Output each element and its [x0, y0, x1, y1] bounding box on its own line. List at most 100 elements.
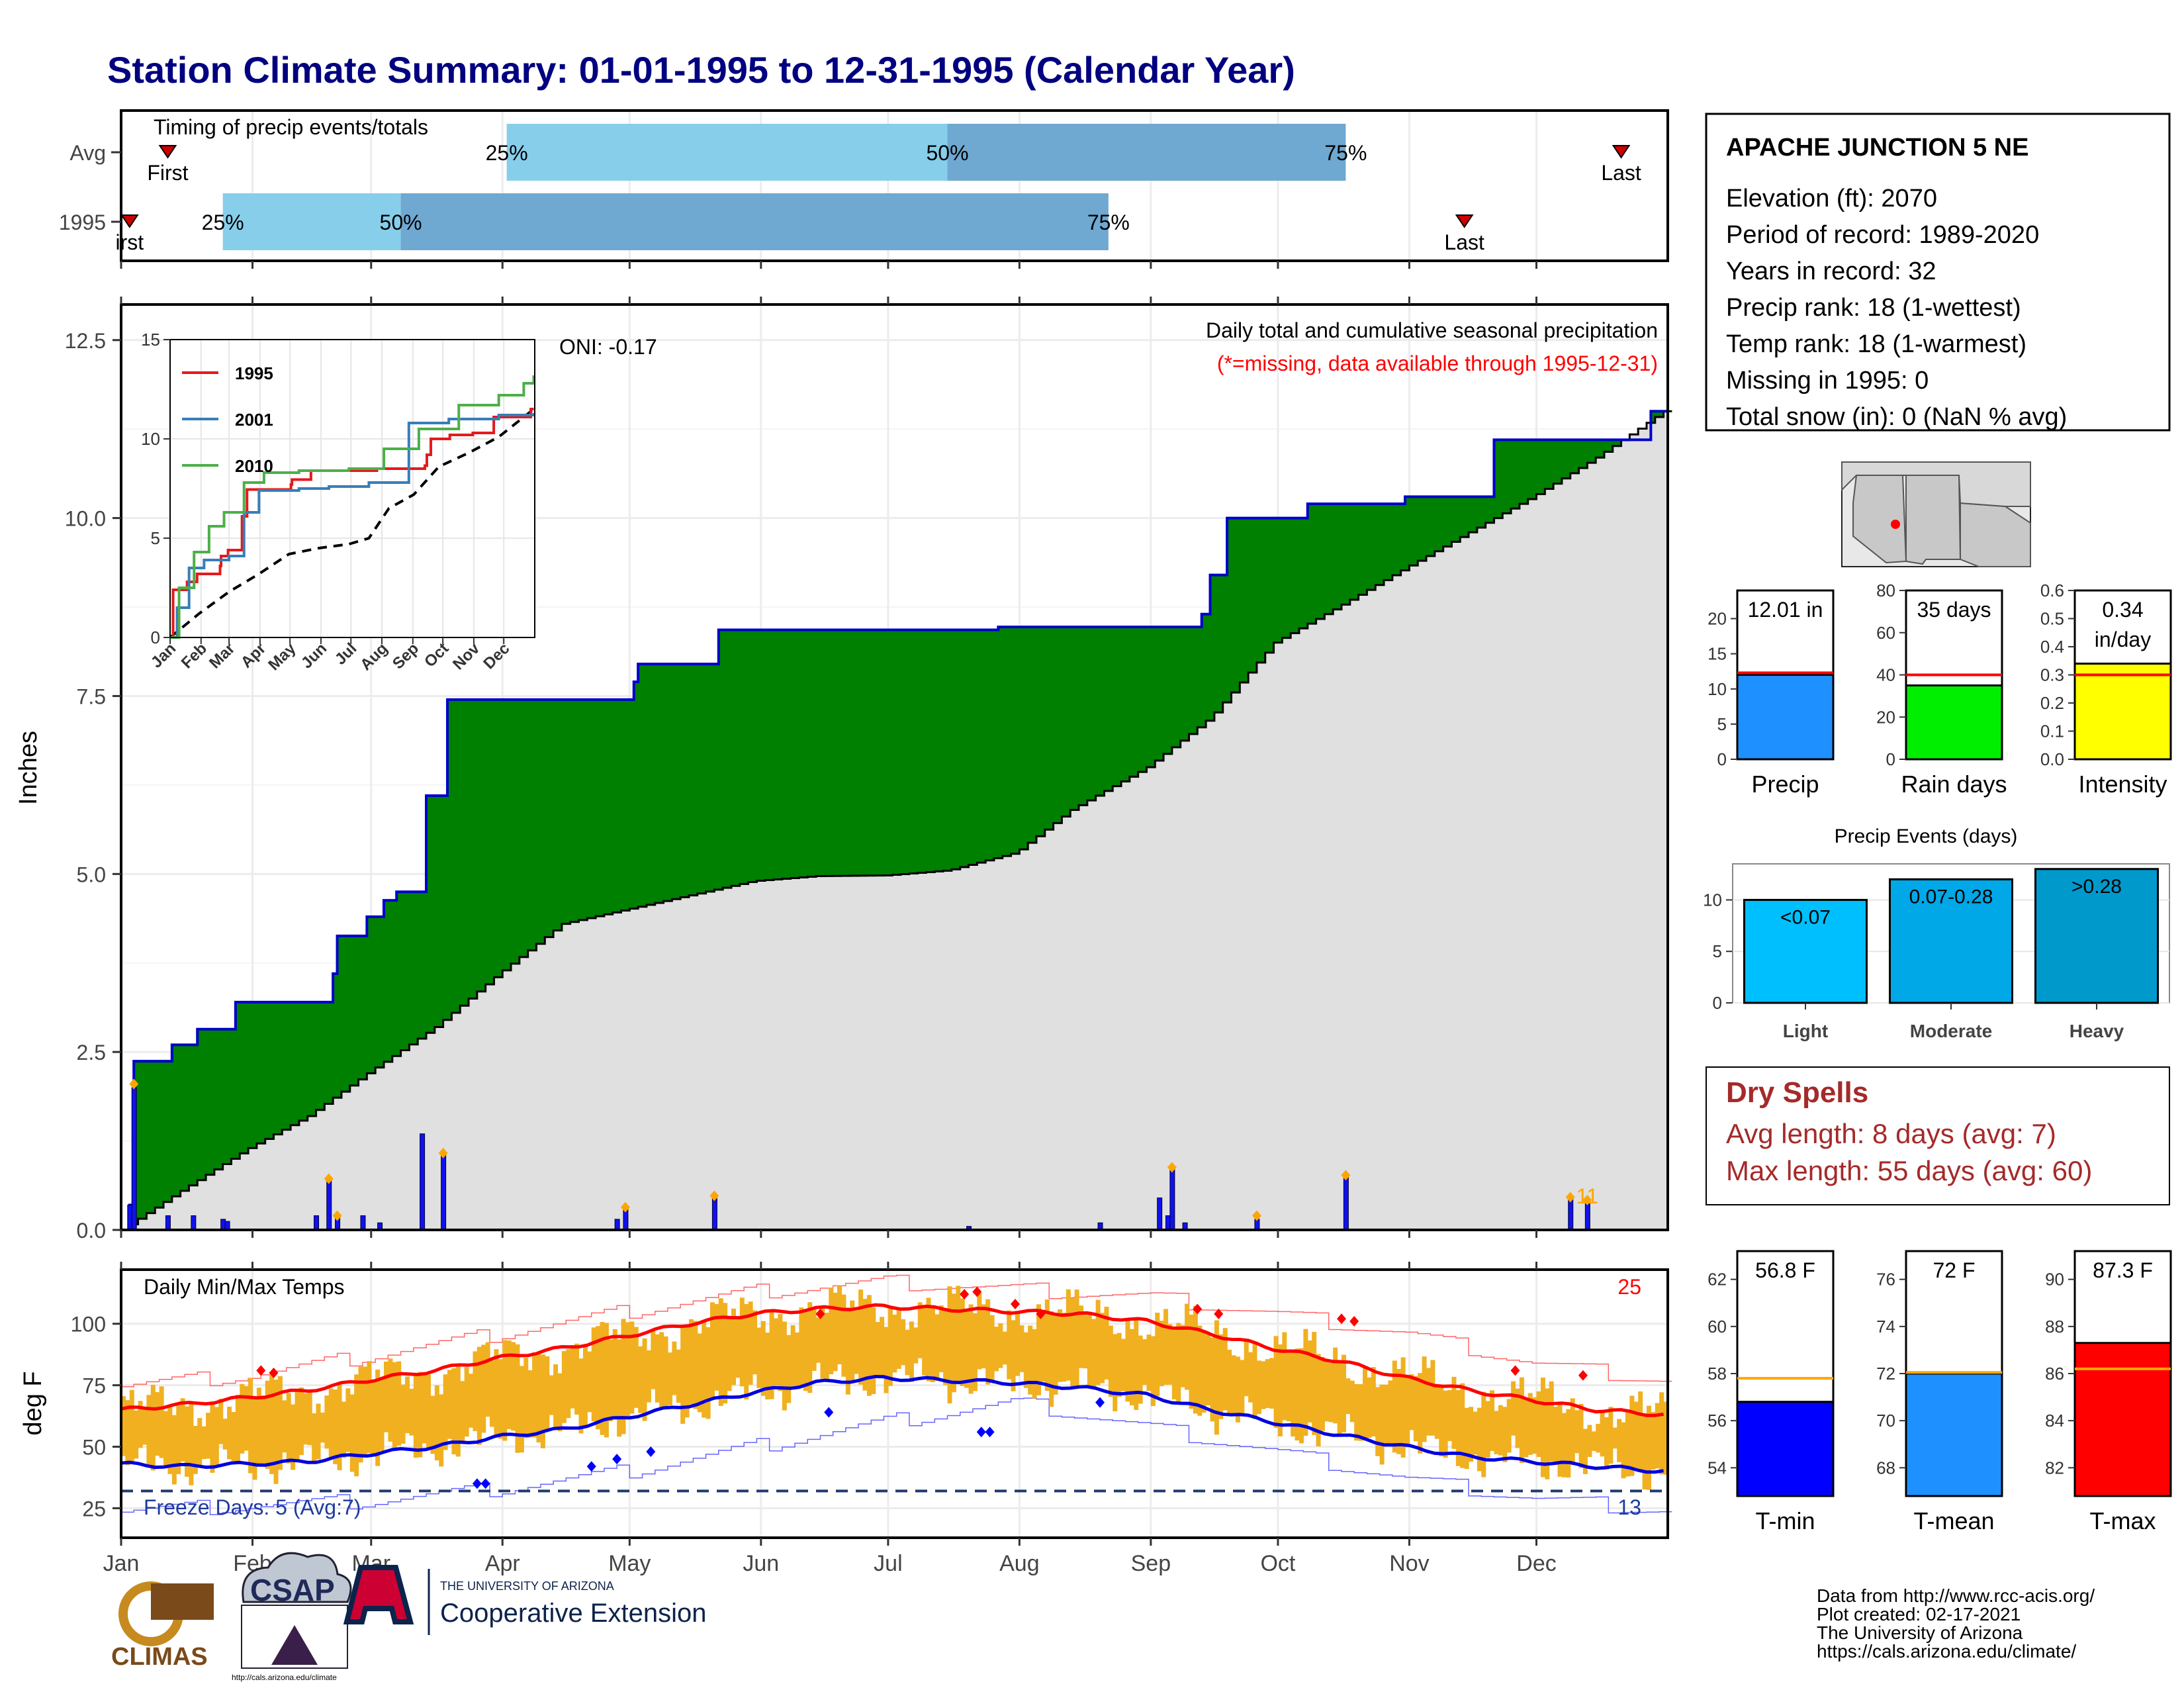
daily-temp-bar	[549, 1375, 554, 1415]
daily-temp-bar	[409, 1388, 414, 1436]
daily-temp-bar	[150, 1385, 156, 1471]
small-panel-label: Intensity	[2078, 771, 2167, 798]
daily-temp-bar	[252, 1398, 257, 1480]
daily-temp-bar	[989, 1315, 995, 1380]
station-detail-line: Period of record: 1989-2020	[1726, 221, 2039, 249]
daily-temp-bar	[1113, 1334, 1118, 1411]
daily-temp-bar	[400, 1384, 406, 1444]
daily-temp-bar	[1159, 1321, 1164, 1387]
daily-temp-bar	[1269, 1358, 1275, 1409]
daily-temp-bar	[709, 1302, 715, 1398]
daily-temp-bar	[1596, 1423, 1601, 1453]
month-label: Sep	[1131, 1551, 1171, 1576]
daily-temp-bar	[490, 1360, 495, 1427]
daily-temp-bar	[1032, 1329, 1037, 1399]
inset-legend-label: 1995	[235, 363, 273, 383]
daily-temp-bar	[1367, 1377, 1372, 1438]
record-high-marker	[1010, 1299, 1020, 1310]
precip-y-axis: 0.0 2.5 5.0 7.5 10.0 12.5	[65, 329, 121, 1243]
daily-temp-bar	[341, 1401, 346, 1458]
daily-temp-bar	[502, 1340, 508, 1441]
daily-temp-bar	[1430, 1360, 1435, 1436]
record-high-marker	[1214, 1308, 1224, 1319]
record-low-marker	[976, 1427, 986, 1438]
small-panel-tick-label: 60	[1707, 1317, 1727, 1336]
small-panel-tick-label: 0.2	[2040, 693, 2064, 713]
daily-temp-bar	[651, 1330, 656, 1389]
daily-temp-bar	[1651, 1412, 1656, 1470]
daily-temp-bar	[566, 1349, 571, 1419]
daily-temp-bar	[1392, 1360, 1397, 1453]
daily-precip-bar	[191, 1215, 197, 1231]
daily-temp-bar	[193, 1426, 198, 1474]
daily-temp-bar	[591, 1327, 596, 1422]
daily-temp-bar	[1413, 1376, 1418, 1442]
inset-legend: 1995 2001 2010	[182, 363, 273, 476]
daily-temp-bar	[1252, 1342, 1257, 1419]
daily-temp-bar	[447, 1370, 453, 1439]
daily-temp-bar	[1180, 1325, 1185, 1387]
daily-temp-bar	[1409, 1374, 1414, 1430]
station-details: Elevation (ft): 2070 Period of record: 19…	[1726, 185, 2067, 431]
daily-temp-bar	[778, 1314, 783, 1391]
daily-temp-bar	[968, 1304, 974, 1394]
daily-temp-bar	[693, 1321, 698, 1409]
daily-precip-marker	[129, 1078, 139, 1090]
daily-temp-bar	[854, 1310, 859, 1374]
record-high-marker	[972, 1286, 982, 1297]
daily-temp-bar	[633, 1327, 639, 1408]
daily-temp-bar	[875, 1322, 880, 1376]
temp-y-tick-label: 100	[71, 1313, 106, 1336]
daily-temp-bar	[1591, 1431, 1596, 1451]
daily-temp-bar	[1218, 1334, 1224, 1419]
daily-temp-bar	[760, 1321, 766, 1396]
daily-temp-bar	[481, 1344, 486, 1433]
inset-background	[170, 340, 535, 637]
daily-temp-bar	[163, 1411, 169, 1467]
daily-temp-bar	[697, 1333, 702, 1413]
small-panel-t-max: 82 84 86 88 90 87.3 F T-max	[2045, 1250, 2172, 1534]
daily-precip-markers	[129, 1078, 1592, 1221]
daily-temp-bar	[956, 1286, 961, 1382]
daily-temp-bar	[663, 1336, 668, 1407]
daily-temp-bar	[1498, 1405, 1503, 1456]
daily-temp-bar	[214, 1407, 219, 1465]
daily-temp-bar	[587, 1351, 592, 1413]
small-panel-tick-label: 5	[1717, 714, 1727, 734]
daily-temp-bar	[1070, 1298, 1075, 1389]
record-high-marker	[256, 1365, 266, 1376]
daily-temp-bar	[1642, 1413, 1647, 1490]
small-panel-tick-label: 0.1	[2040, 722, 2064, 741]
record-low-marker	[480, 1478, 490, 1489]
record-high-marker	[815, 1308, 825, 1319]
daily-temp-bar	[735, 1319, 741, 1378]
daily-temp-bar	[1277, 1344, 1283, 1436]
credit-line-2: Plot created: 02-17-2021	[1817, 1604, 2021, 1624]
daily-temp-bar	[1295, 1348, 1300, 1441]
small-panel-t-min: 54 56 58 60 62 56.8 F T-min	[1707, 1250, 1835, 1534]
daily-temp-bar	[951, 1293, 956, 1393]
daily-temp-bar	[1379, 1384, 1385, 1465]
record-low-marker	[472, 1478, 482, 1489]
daily-temp-bar	[1171, 1327, 1177, 1399]
daily-temp-bar	[1167, 1324, 1173, 1385]
precip-y-label: Inches	[15, 731, 42, 805]
record-high-marker	[1336, 1313, 1346, 1325]
daily-temp-bar	[998, 1323, 1003, 1368]
daily-temp-bar	[1028, 1325, 1033, 1395]
small-panel-label: Precip	[1751, 771, 1819, 798]
inset-legend-label: 2001	[235, 410, 273, 430]
daily-temp-bar	[218, 1398, 224, 1444]
daily-temp-bar	[617, 1339, 622, 1437]
daily-temp-bar	[1400, 1357, 1406, 1458]
daily-temp-bar	[1176, 1323, 1181, 1405]
daily-temp-bar	[1163, 1309, 1169, 1385]
timing-panel: 25% 50% 75% First Last 25% 50% 75% irst Last Timi…	[59, 109, 1669, 262]
freeze-days-label: Freeze Days: 5 (Avg:7)	[144, 1495, 361, 1519]
ua-line-2: Cooperative Extension	[440, 1599, 706, 1628]
daily-temp-bar	[807, 1302, 813, 1393]
precip-y-tick-label: 2.5	[77, 1041, 106, 1064]
daily-temp-bar	[1312, 1332, 1317, 1435]
precip-y-tick-label: 5.0	[77, 863, 106, 886]
daily-temp-bar	[934, 1314, 940, 1381]
